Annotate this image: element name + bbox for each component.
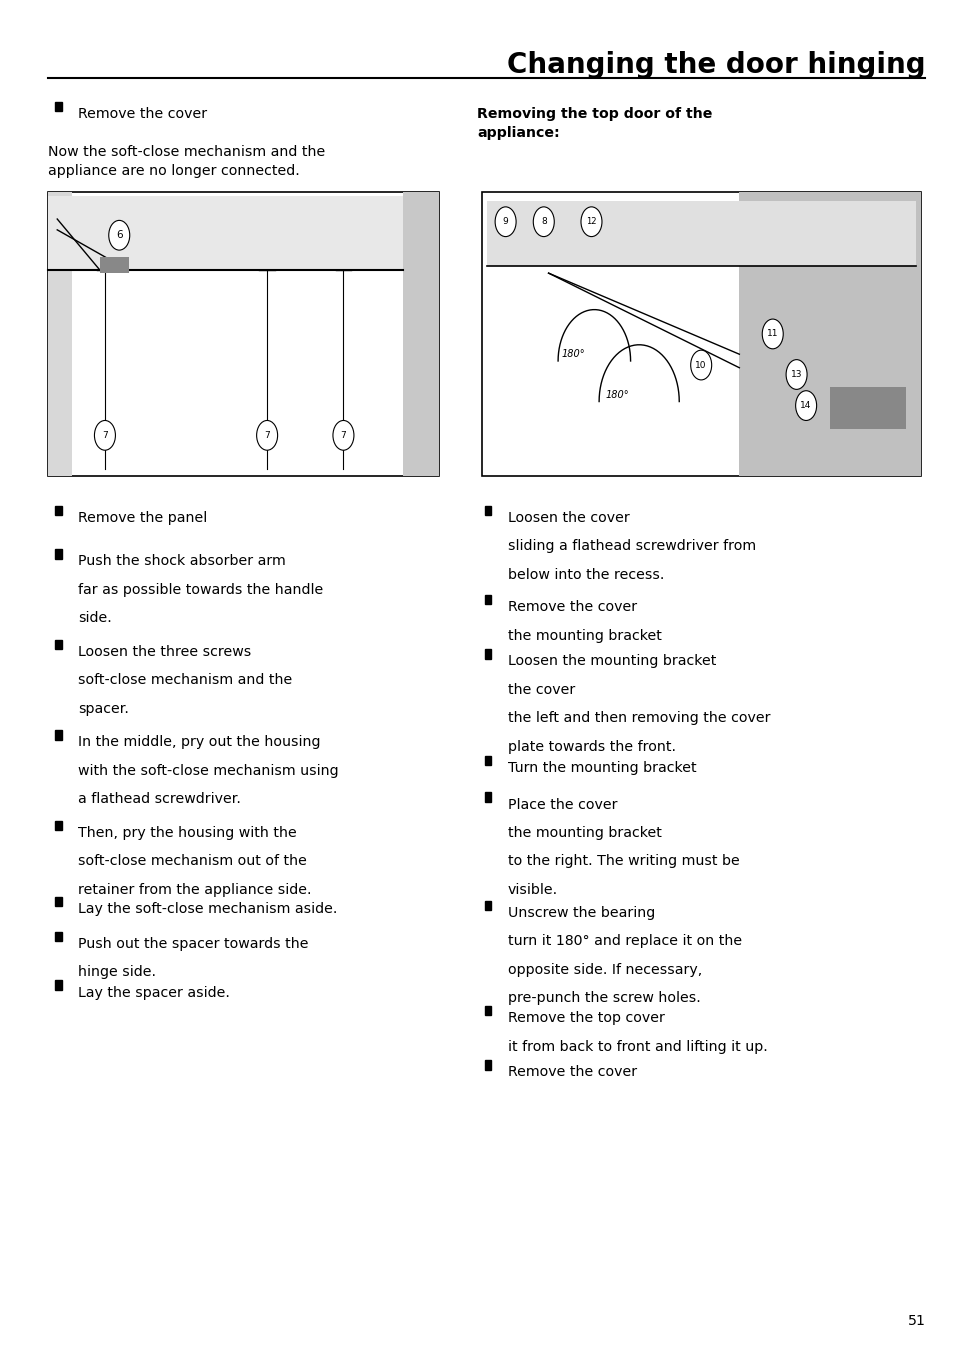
Text: 8: 8	[540, 218, 546, 226]
Text: Remove the panel: Remove the panel	[78, 511, 212, 525]
Text: Lay the soft-close mechanism aside.: Lay the soft-close mechanism aside.	[78, 902, 337, 915]
Circle shape	[795, 391, 816, 420]
Text: to the right. The writing must be: to the right. The writing must be	[507, 854, 739, 868]
Text: Loosen the mounting bracket: Loosen the mounting bracket	[507, 654, 720, 668]
Bar	[55, 639, 62, 649]
Text: Changing the door hinging: Changing the door hinging	[506, 51, 924, 80]
Bar	[48, 192, 438, 476]
Text: opposite side. If necessary,: opposite side. If necessary,	[507, 963, 701, 976]
Text: the mounting bracket: the mounting bracket	[507, 826, 665, 840]
Text: 180°: 180°	[605, 389, 629, 400]
Text: 7: 7	[264, 431, 270, 439]
Bar	[55, 101, 62, 111]
Text: below into the recess.: below into the recess.	[507, 568, 663, 581]
Text: the left and then removing the cover: the left and then removing the cover	[507, 711, 769, 725]
Bar	[484, 900, 491, 910]
Circle shape	[495, 207, 516, 237]
Bar	[402, 192, 438, 476]
Bar	[55, 730, 62, 740]
Text: Turn the mounting bracket: Turn the mounting bracket	[507, 761, 700, 775]
Text: 7: 7	[340, 431, 346, 439]
Circle shape	[94, 420, 115, 450]
Circle shape	[580, 207, 601, 237]
Text: pre-punch the screw holes.: pre-punch the screw holes.	[507, 991, 700, 1005]
Text: Loosen the cover: Loosen the cover	[507, 511, 633, 525]
Text: with the soft-close mechanism using: with the soft-close mechanism using	[78, 764, 338, 777]
Text: a flathead screwdriver.: a flathead screwdriver.	[78, 792, 241, 806]
Bar	[484, 1060, 491, 1069]
Bar	[55, 549, 62, 558]
Text: 14: 14	[800, 402, 811, 410]
Text: visible.: visible.	[507, 883, 558, 896]
Text: hinge side.: hinge side.	[78, 965, 156, 979]
Text: soft-close mechanism and the: soft-close mechanism and the	[78, 673, 293, 687]
Text: 9: 9	[502, 218, 508, 226]
Text: Remove the top cover: Remove the top cover	[507, 1011, 668, 1025]
Bar	[829, 391, 905, 429]
Bar	[71, 266, 402, 469]
Circle shape	[761, 319, 782, 349]
Text: it from back to front and lifting it up.: it from back to front and lifting it up.	[507, 1040, 766, 1053]
Text: the mounting bracket: the mounting bracket	[507, 629, 665, 642]
Text: Removing the top door of the
appliance:: Removing the top door of the appliance:	[476, 107, 712, 139]
Circle shape	[785, 360, 806, 389]
Circle shape	[533, 207, 554, 237]
Text: turn it 180° and replace it on the: turn it 180° and replace it on the	[507, 934, 740, 948]
Bar	[48, 192, 71, 476]
Text: the cover: the cover	[507, 683, 578, 696]
Bar	[484, 1006, 491, 1015]
Text: 51: 51	[906, 1314, 924, 1328]
Bar	[484, 595, 491, 604]
Bar	[55, 980, 62, 990]
Text: 13: 13	[790, 370, 801, 379]
Text: In the middle, pry out the housing: In the middle, pry out the housing	[78, 735, 320, 749]
Bar	[100, 257, 129, 273]
Circle shape	[109, 220, 130, 250]
Text: soft-close mechanism out of the: soft-close mechanism out of the	[78, 854, 307, 868]
Bar	[484, 649, 491, 658]
Bar	[486, 201, 915, 266]
Text: Remove the cover: Remove the cover	[507, 1065, 640, 1079]
Text: Then, pry the housing with the: Then, pry the housing with the	[78, 826, 296, 840]
Text: sliding a flathead screwdriver from: sliding a flathead screwdriver from	[507, 539, 755, 553]
Text: 7: 7	[102, 431, 108, 439]
Text: Remove the cover: Remove the cover	[78, 107, 212, 120]
Bar	[55, 896, 62, 906]
Bar	[739, 192, 920, 476]
Bar	[484, 506, 491, 515]
Bar	[55, 932, 62, 941]
Text: far as possible towards the handle: far as possible towards the handle	[78, 583, 323, 596]
Bar	[55, 506, 62, 515]
Bar	[486, 199, 739, 469]
Text: 6: 6	[116, 230, 122, 241]
Text: Remove the cover: Remove the cover	[507, 600, 640, 614]
Bar	[484, 792, 491, 802]
Text: 10: 10	[695, 361, 706, 369]
Bar	[481, 192, 920, 476]
Text: plate towards the front.: plate towards the front.	[507, 740, 675, 753]
Bar	[55, 821, 62, 830]
Text: side.: side.	[78, 611, 112, 625]
Bar	[829, 387, 905, 425]
Text: Push the shock absorber arm: Push the shock absorber arm	[78, 554, 290, 568]
Text: Unscrew the bearing: Unscrew the bearing	[507, 906, 659, 919]
Circle shape	[690, 350, 711, 380]
Text: Lay the spacer aside.: Lay the spacer aside.	[78, 986, 230, 999]
Text: 11: 11	[766, 330, 778, 338]
Text: Push out the spacer towards the: Push out the spacer towards the	[78, 937, 309, 950]
Circle shape	[256, 420, 277, 450]
Circle shape	[333, 420, 354, 450]
Text: 12: 12	[585, 218, 597, 226]
Text: retainer from the appliance side.: retainer from the appliance side.	[78, 883, 312, 896]
Text: Now the soft-close mechanism and the
appliance are no longer connected.: Now the soft-close mechanism and the app…	[48, 145, 325, 177]
Bar	[484, 756, 491, 765]
Text: Loosen the three screws: Loosen the three screws	[78, 645, 255, 658]
Bar	[48, 196, 402, 270]
Text: 180°: 180°	[560, 349, 584, 360]
Text: Place the cover: Place the cover	[507, 798, 620, 811]
Text: spacer.: spacer.	[78, 702, 129, 715]
